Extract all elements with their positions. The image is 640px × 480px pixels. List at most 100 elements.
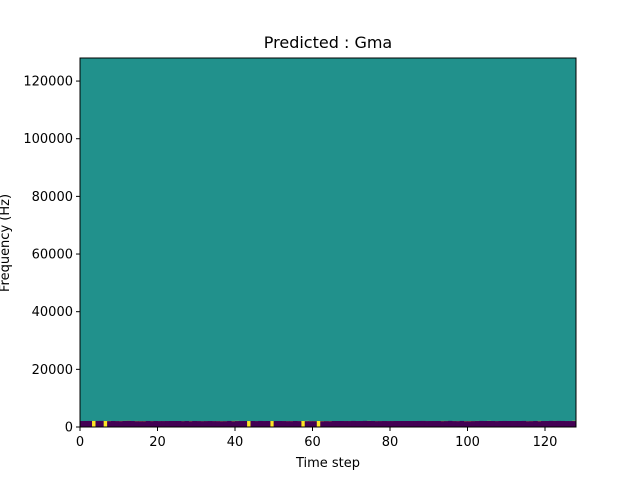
heatmap-cell-low [242,421,248,428]
heatmap-cell-low [180,421,186,428]
plot-area [79,57,577,428]
y-axis-label: Frequency (Hz) [0,194,13,292]
heatmap-cell-low [490,421,496,428]
heatmap-cells [80,420,577,428]
heatmap-cell-high [103,421,108,428]
heatmap-cell-low [463,421,468,428]
heatmap-cell-low [297,421,302,428]
heatmap-cell-low [339,421,344,428]
heatmap-cell-low [169,421,174,428]
heatmap-cell-low [355,421,360,428]
heatmap-cell-low [548,420,554,428]
heatmap-cell-low [281,421,286,428]
y-tick-label: 100000 [23,132,73,147]
x-tick-label: 20 [149,435,166,450]
heatmap-cell-high [300,421,306,428]
y-tick-label: 20000 [32,363,73,378]
heatmap-cell-high [269,421,275,428]
y-tick-label: 40000 [32,305,73,320]
heatmap-cell-low [266,421,271,428]
heatmap-cell-low [165,421,170,428]
heatmap-cell-low [440,421,445,428]
heatmap-cell-low [521,420,527,428]
heatmap-cell-low [258,420,263,428]
heatmap-cell-low [192,421,197,428]
heatmap-cell-low [471,421,476,428]
heatmap-cell-low [273,421,279,428]
heatmap-cell-low [145,420,151,428]
heatmap-cell-low [142,421,147,428]
heatmap-cell-low [382,421,387,428]
heatmap-cell-low [277,421,282,428]
plot-background [80,58,576,427]
heatmap-cell-low [390,421,395,428]
heatmap-cell-low [312,421,317,428]
heatmap-cell-low [432,421,437,428]
heatmap-cell-high [246,421,251,428]
heatmap-cell-high [316,421,321,428]
heatmap-cell-low [118,421,124,428]
heatmap-cell-low [552,420,558,428]
x-tick-label: 120 [533,435,558,450]
heatmap-cell-low [173,421,178,428]
heatmap-cell-low [80,421,85,428]
heatmap-cell-low [161,421,166,428]
heatmap-cell-low [219,421,224,428]
heatmap-cell-low [320,421,325,428]
heatmap-cell-low [107,421,112,428]
heatmap-cell-low [207,421,213,428]
heatmap-cell-low [533,421,538,428]
heatmap-cell-low [452,421,457,428]
heatmap-cell-low [362,421,368,428]
y-axis: 0 20000 40000 60000 80000 100000 120000 [23,75,80,436]
heatmap-cell-low [393,421,399,428]
heatmap-cell-low [130,421,135,428]
heatmap-cell-low [514,421,519,428]
heatmap-cell-low [111,421,116,428]
heatmap-cell-low [250,421,255,428]
heatmap-cell-low [188,421,193,428]
x-axis-label: Time step [295,456,360,471]
heatmap-cell-low [405,421,410,428]
heatmap-cell-low [572,421,577,428]
heatmap-cell-low [459,421,465,428]
heatmap-cell-low [304,421,310,428]
x-tick-label: 40 [227,435,244,450]
heatmap-cell-low [351,420,356,428]
heatmap-cell-low [560,421,565,428]
y-tick-label: 0 [65,421,73,436]
heatmap-cell-low [335,421,341,428]
heatmap-cell-low [564,421,569,428]
heatmap-cell-low [483,421,488,428]
heatmap-cell-low [254,421,259,428]
chart-title: Predicted : Gma [264,33,392,52]
heatmap-cell-low [324,421,329,428]
heatmap-cell-low [417,421,422,428]
heatmap-cell-low [506,421,511,428]
heatmap-cell-low [444,421,449,428]
heatmap-cell-low [231,421,236,428]
heatmap-cell-low [235,421,240,428]
heatmap-cell-low [200,421,205,428]
heatmap-cell-low [227,421,232,428]
heatmap-cell-low [223,421,228,428]
heatmap-cell-low [285,421,290,428]
heatmap-cell-low [568,421,573,428]
heatmap-cell-low [401,421,406,428]
heatmap-cell-low [386,421,391,428]
heatmap-cell-low [421,420,426,428]
heatmap-cell-low [138,421,143,428]
heatmap-cell-low [436,420,441,428]
heatmap-cell-low [95,420,100,428]
heatmap-cell-low [215,421,220,428]
heatmap-cell-low [262,421,267,428]
y-tick-label: 80000 [32,190,73,205]
heatmap-cell-low [83,420,89,428]
heatmap-cell-low [87,420,93,428]
heatmap-cell-low [184,421,189,428]
heatmap-cell-low [517,421,523,428]
heatmap-cell-low [486,421,492,428]
heatmap-cell-low [359,421,364,428]
heatmap-cell-low [428,421,434,428]
